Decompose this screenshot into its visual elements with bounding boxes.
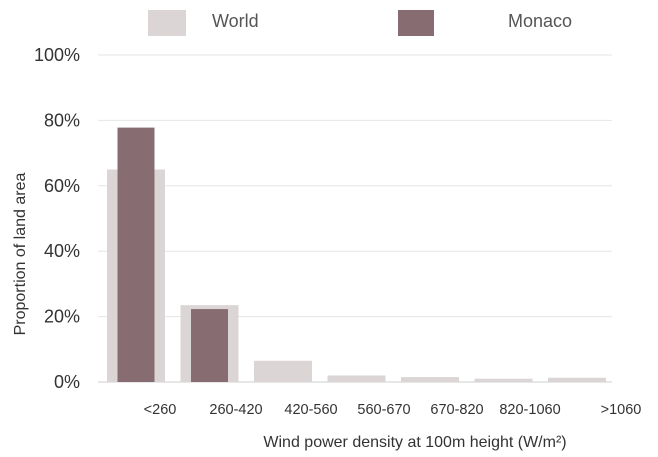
x-tick-label: >1060 <box>601 402 642 418</box>
x-axis-title: Wind power density at 100m height (W/m²) <box>263 434 566 451</box>
x-tick-label: 560-670 <box>357 402 410 418</box>
y-tick-label: 20% <box>44 307 80 327</box>
bar-world <box>548 377 606 382</box>
bar-world <box>474 378 533 382</box>
y-tick-label: 80% <box>44 110 80 130</box>
gridlines <box>98 54 612 383</box>
x-tick-label: 820-1060 <box>499 402 560 418</box>
x-tick-label: 260-420 <box>209 402 262 418</box>
y-tick-label: 60% <box>44 176 80 196</box>
x-tick-label: 420-560 <box>284 402 337 418</box>
legend: World Monaco <box>148 10 572 36</box>
bar-monaco <box>117 127 155 383</box>
x-axis-ticks: <260 260-420 420-560 560-670 670-820 820-1060… <box>144 402 642 418</box>
legend-swatch-monaco <box>398 10 434 36</box>
bar-world <box>401 377 459 382</box>
y-tick-label: 0% <box>54 372 80 392</box>
y-tick-label: 40% <box>44 241 80 261</box>
legend-label-monaco: Monaco <box>508 11 572 31</box>
y-axis-title: Proportion of land area <box>12 173 29 336</box>
legend-swatch-world <box>148 10 186 36</box>
x-tick-label: <260 <box>144 402 177 418</box>
x-tick-label: 670-820 <box>430 402 483 418</box>
monaco-bars <box>117 127 228 383</box>
bar-monaco <box>191 309 228 382</box>
bar-world <box>254 360 312 382</box>
bar-world <box>327 375 386 382</box>
legend-label-world: World <box>212 11 259 31</box>
y-axis-ticks: 0% 20% 40% 60% 80% 100% <box>34 45 80 392</box>
world-bars <box>107 169 606 382</box>
y-tick-label: 100% <box>34 45 80 65</box>
